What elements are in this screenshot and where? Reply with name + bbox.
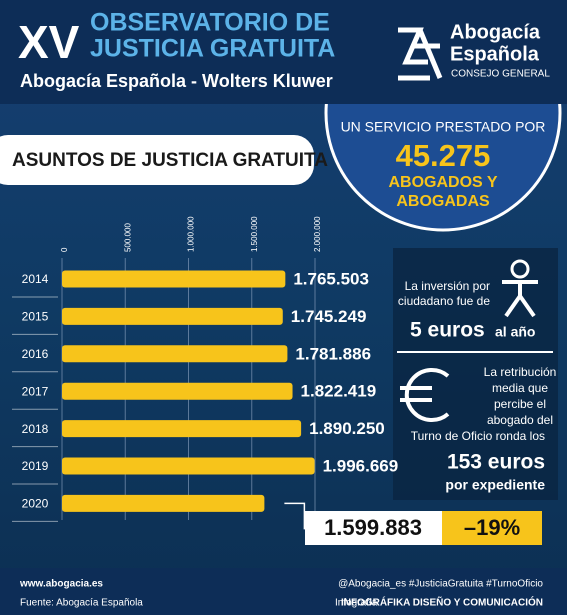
bar	[62, 307, 283, 325]
y-tick-label: 2019	[22, 459, 49, 473]
panel-text: La retribución	[484, 365, 557, 379]
footer-text: www.abogacia.es	[19, 579, 103, 590]
callout-box	[305, 511, 442, 545]
logo-text: Española	[450, 43, 540, 65]
value-label: 1.996.669	[323, 456, 399, 475]
panel-text: percibe el	[494, 397, 546, 411]
panel-text: abogado del	[487, 413, 553, 427]
bar	[62, 270, 286, 288]
panel-value: 153 euros	[447, 451, 545, 474]
bar	[62, 457, 315, 475]
panel-text: La inversión por	[405, 279, 490, 293]
title-line: JUSTICIA GRATUITA	[90, 35, 335, 63]
panel-text: Turno de Oficio ronda los	[411, 429, 545, 443]
chart-title-box	[0, 135, 314, 185]
x-tick-label: 2.000.000	[313, 216, 322, 252]
panel-value: 5 euros	[410, 319, 485, 342]
bar	[62, 420, 302, 438]
annotation: –19%	[464, 515, 520, 540]
y-tick-label: 2017	[22, 384, 49, 398]
y-tick-label: 2014	[22, 272, 49, 286]
x-tick-label: 1.500.000	[250, 216, 259, 252]
footer-text: Fuente: Abogacía Española	[20, 598, 143, 609]
x-tick-label: 0	[60, 247, 69, 252]
value-label: 1.822.419	[301, 382, 377, 401]
highlight-circle	[324, 104, 562, 232]
bar	[62, 494, 265, 512]
footer-text: Infografía:	[335, 598, 380, 609]
euro-icon	[400, 368, 450, 422]
y-tick-label: 2020	[22, 497, 49, 511]
highlight-text: ABOGADAS	[396, 193, 490, 210]
bar	[62, 345, 288, 363]
y-tick-label: 2016	[22, 347, 49, 361]
value-label: 1.890.250	[309, 419, 385, 438]
y-tick-label: 2018	[22, 422, 49, 436]
footer-band	[0, 568, 567, 615]
annotation-box	[442, 511, 542, 545]
chart-title: ASUNTOS DE JUSTICIA GRATUITA	[12, 150, 328, 171]
logo-text: CONSEJO GENERAL	[451, 69, 550, 80]
y-tick-label: 2015	[22, 310, 49, 324]
value-label: 1.745.249	[291, 307, 367, 326]
highlight-text: ABOGADOS Y	[388, 174, 497, 191]
panel-unit: al año	[495, 324, 535, 340]
callout-line	[284, 502, 306, 530]
highlight-text: UN SERVICIO PRESTADO POR	[341, 119, 546, 135]
footer-text: INFOGRÁFIKA DISEÑO Y COMUNICACIÓN	[341, 596, 543, 609]
x-tick-label: 500.000	[123, 223, 132, 252]
panel-unit: por expediente	[445, 477, 545, 493]
value-label: 1.781.886	[295, 344, 371, 363]
logo-icon	[398, 27, 443, 81]
subtitle: Abogacía Española - Wolters Kluwer	[20, 71, 333, 91]
highlight-number: 45.275	[396, 138, 491, 173]
person-icon	[510, 259, 530, 279]
value-label: 1.599.883	[324, 515, 422, 540]
panel-text: ciudadano fue de	[398, 294, 490, 308]
value-label: 1.765.503	[293, 269, 369, 288]
bar	[62, 382, 293, 400]
person-icon	[502, 280, 538, 318]
x-tick-label: 1.000.000	[187, 216, 196, 252]
footer-text: @Abogacia_es #JusticiaGratuita #TurnoOfi…	[338, 579, 543, 590]
header-band	[0, 0, 567, 104]
logo-text: Abogacía	[450, 21, 541, 43]
edition: XV	[18, 16, 80, 68]
panel-text: media que	[492, 381, 548, 395]
title-line: OBSERVATORIO DE	[90, 9, 330, 37]
